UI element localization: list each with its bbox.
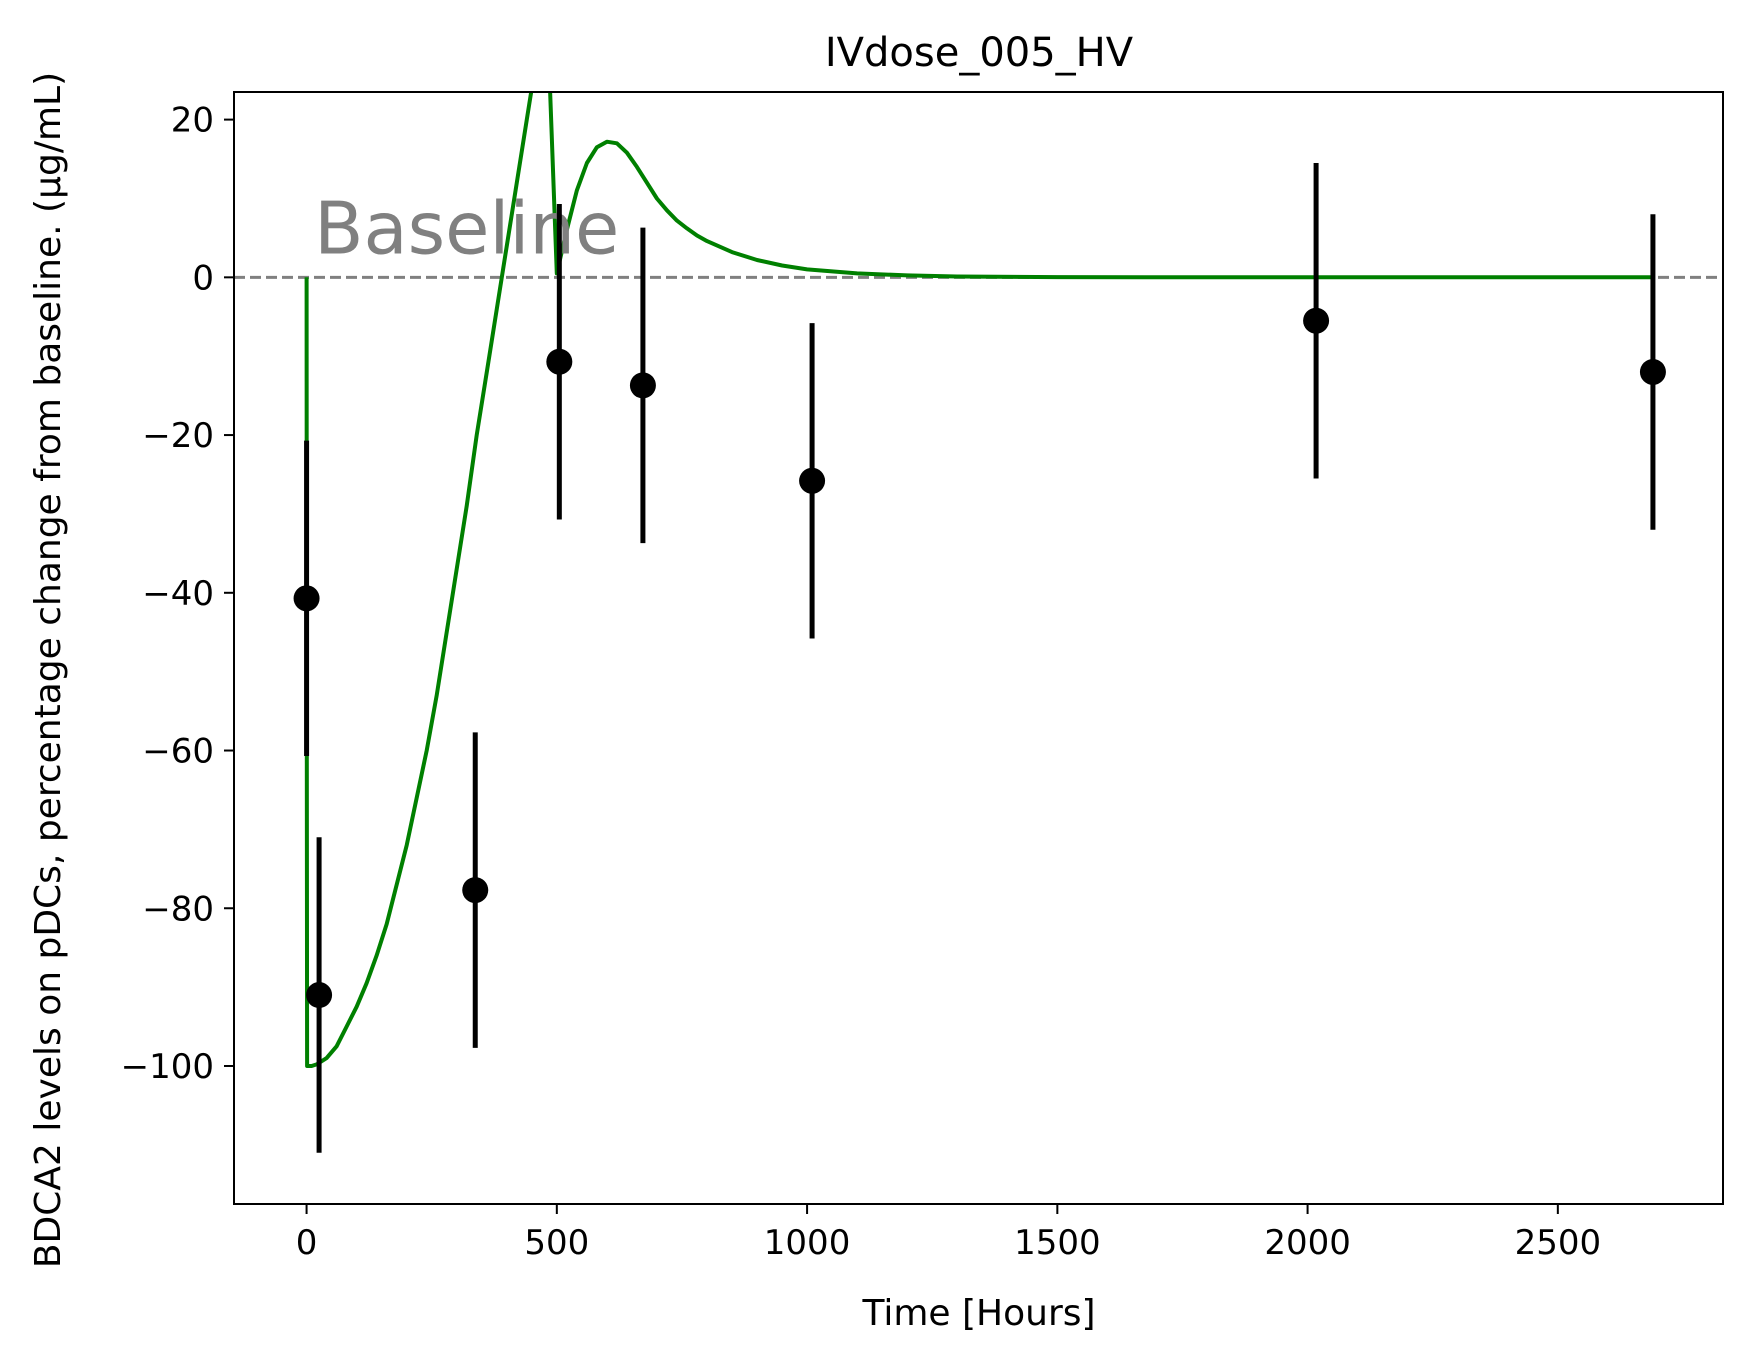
x-axis: 0 500 1000 1500 2000 2500 [296, 1204, 1601, 1263]
y-tick-label: −60 [142, 732, 214, 772]
y-tick-label: −20 [142, 416, 214, 456]
y-tick-label: −80 [142, 889, 214, 929]
data-point [293, 585, 320, 612]
y-axis: 20 0 −20 −40 −60 −80 −100 [121, 101, 234, 1087]
plot-frame [233, 91, 1724, 1205]
x-tick-label: 500 [524, 1223, 589, 1263]
data-point [629, 372, 656, 399]
chart-title: IVdose_005_HV [825, 30, 1134, 76]
x-tick-label: 0 [296, 1223, 318, 1263]
data-point [546, 348, 573, 375]
y-axis-label: BDCA2 levels on pDCs, percentage change … [28, 72, 69, 1268]
x-tick-label: 2500 [1515, 1223, 1602, 1263]
y-tick-label: 20 [171, 101, 214, 141]
data-point [1639, 358, 1666, 385]
y-tick-label: −40 [142, 574, 214, 614]
x-tick-label: 1500 [1014, 1223, 1101, 1263]
x-tick-label: 2000 [1264, 1223, 1351, 1263]
model-line [304, 92, 1653, 1068]
plot-area: Baseline [233, 91, 1724, 1205]
y-tick-label: 0 [192, 258, 214, 298]
data-point [462, 877, 489, 904]
data-point [799, 467, 826, 494]
data-point [1303, 307, 1330, 334]
data-point [306, 982, 333, 1009]
y-tick-label: −100 [121, 1047, 214, 1087]
x-axis-label: Time [Hours] [861, 1293, 1095, 1334]
x-tick-label: 1000 [764, 1223, 851, 1263]
baseline-label: Baseline [314, 187, 619, 271]
